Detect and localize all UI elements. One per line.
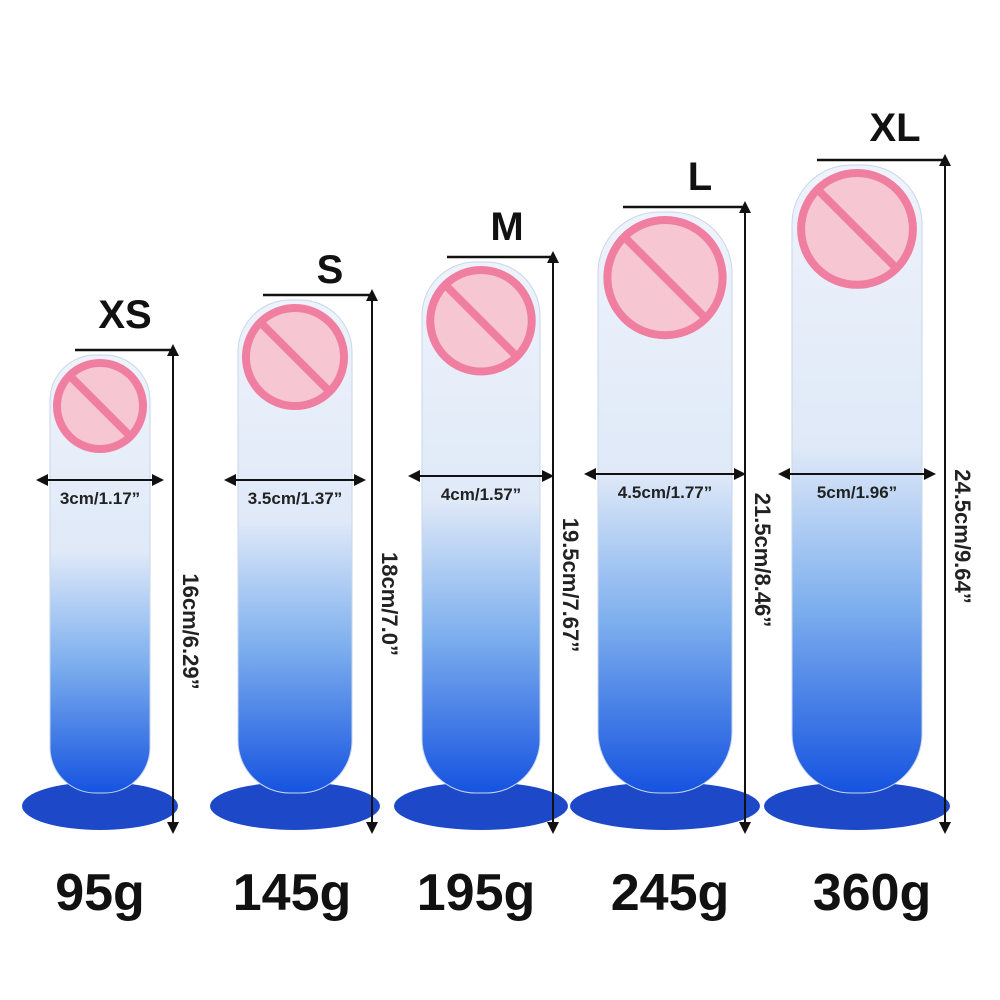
length-label: 21.5cm/8.46” bbox=[750, 493, 775, 628]
base bbox=[394, 782, 568, 830]
censor-bar bbox=[442, 282, 520, 360]
product bbox=[22, 354, 178, 830]
size-label: M bbox=[490, 205, 523, 249]
base bbox=[210, 782, 380, 830]
product bbox=[570, 211, 760, 830]
length-label: 24.5cm/9.64” bbox=[950, 469, 975, 604]
weight-label: 145g bbox=[233, 864, 352, 922]
body bbox=[597, 211, 733, 794]
size-label: L bbox=[688, 155, 712, 199]
weight-label: 360g bbox=[813, 864, 932, 922]
body bbox=[237, 299, 353, 794]
body bbox=[421, 261, 541, 794]
body bbox=[49, 354, 151, 794]
censor-bar bbox=[815, 186, 899, 271]
diameter-label: 4cm/1.57” bbox=[441, 485, 521, 504]
base bbox=[22, 782, 178, 830]
censor-bar bbox=[621, 234, 709, 321]
length-label: 19.5cm/7.67” bbox=[558, 518, 583, 653]
base bbox=[570, 782, 760, 830]
base bbox=[764, 782, 950, 830]
diameter-label: 3cm/1.17” bbox=[60, 489, 140, 508]
weight-label: 195g bbox=[417, 864, 536, 922]
diameter-label: 4.5cm/1.77” bbox=[618, 483, 713, 502]
size-label: XS bbox=[98, 293, 151, 337]
censor-bar bbox=[257, 319, 333, 395]
diameter-label: 3.5cm/1.37” bbox=[248, 489, 343, 508]
size-label: S bbox=[317, 248, 344, 292]
length-label: 16cm/6.29” bbox=[178, 573, 203, 689]
length-label: 18cm/7.0” bbox=[377, 552, 402, 656]
diameter-label: 5cm/1.96” bbox=[817, 483, 897, 502]
product bbox=[394, 261, 568, 830]
weight-label: 245g bbox=[611, 864, 730, 922]
weight-label: 95g bbox=[55, 864, 145, 922]
censor-bar bbox=[67, 373, 133, 439]
product bbox=[210, 299, 380, 830]
size-label: XL bbox=[869, 106, 920, 150]
